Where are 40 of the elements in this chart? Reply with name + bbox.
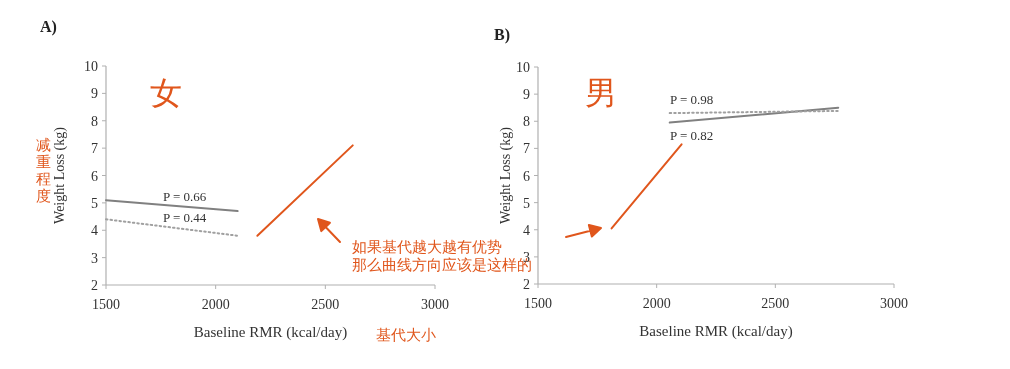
x-tick-label: 2500 xyxy=(311,297,340,312)
y-tick-label: 3 xyxy=(91,250,98,266)
y-axis-title: Weight Loss (kg) xyxy=(52,126,68,224)
y-tick-label: 9 xyxy=(523,87,530,103)
x-tick-label: 1500 xyxy=(92,297,120,312)
x-tick-label: 2000 xyxy=(201,297,230,312)
y-tick-label: 6 xyxy=(523,168,530,184)
y-tick-label: 10 xyxy=(516,60,530,75)
annotation: 如果基代越大越有优势 xyxy=(352,238,502,256)
y-tick-label: 2 xyxy=(523,277,530,292)
annotation: 女 xyxy=(150,74,182,112)
chart-title: B) xyxy=(494,26,510,44)
text: 减重程度 xyxy=(36,136,51,205)
x-tick-label: 2000 xyxy=(642,296,671,311)
y-tick-label: 2 xyxy=(91,278,98,293)
y-tick-label: 4 xyxy=(523,222,530,238)
y-tick-label: 10 xyxy=(84,59,98,74)
y-tick-label: 8 xyxy=(91,113,98,129)
annotation: P = 0.66 xyxy=(163,189,207,204)
x-axis-title: Baseline RMR (kcal/day) xyxy=(639,323,793,340)
x-tick-label: 3000 xyxy=(421,297,449,312)
y-tick-label: 8 xyxy=(523,114,530,130)
x-axis-title: Baseline RMR (kcal/day) xyxy=(193,324,348,341)
annotation: P = 0.44 xyxy=(163,210,207,225)
x-tick-label: 1500 xyxy=(524,296,552,311)
x-tick-label: 2500 xyxy=(761,296,790,311)
y-tick-label: 4 xyxy=(91,223,98,239)
y-tick-label: 6 xyxy=(91,168,98,184)
y-tick-label: 5 xyxy=(91,195,98,211)
y-tick-label: 5 xyxy=(523,195,530,211)
annotation: 男 xyxy=(585,74,617,112)
annotation: P = 0.82 xyxy=(670,128,714,143)
x-tick-label: 3000 xyxy=(880,296,908,311)
y-tick-label: 7 xyxy=(91,141,98,157)
annotation: P = 0.98 xyxy=(670,92,714,107)
y-tick-label: 9 xyxy=(91,86,98,102)
chart-title: A) xyxy=(40,18,57,36)
y-axis-title: Weight Loss (kg) xyxy=(498,126,514,224)
text: 基代大小 xyxy=(376,326,436,344)
y-tick-label: 7 xyxy=(523,141,530,157)
